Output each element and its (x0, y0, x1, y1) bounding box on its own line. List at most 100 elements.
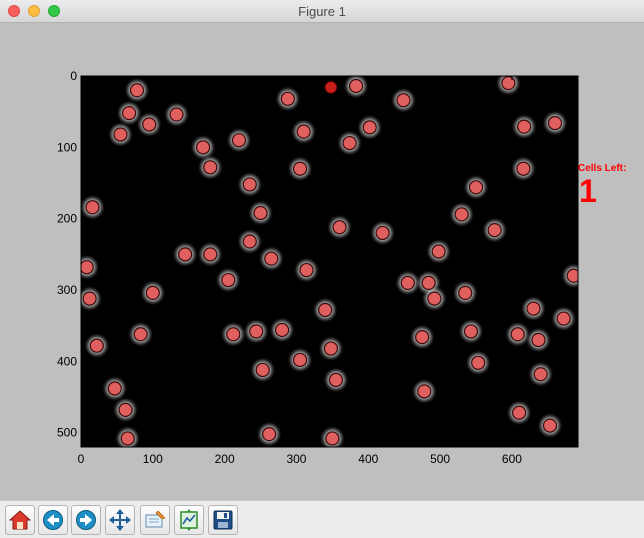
cell-marker[interactable] (85, 200, 100, 215)
cell-marker[interactable] (118, 402, 133, 417)
cell-marker[interactable] (362, 120, 377, 135)
cell-marker[interactable] (526, 301, 541, 316)
cell-marker[interactable] (510, 327, 525, 342)
cell-marker[interactable] (431, 244, 446, 259)
cell-marker[interactable] (145, 285, 160, 300)
cell-marker[interactable] (178, 247, 193, 262)
navigation-toolbar (0, 500, 644, 538)
save-disk-icon (213, 510, 233, 530)
axes-frame (80, 75, 579, 448)
x-tick-label: 200 (215, 452, 235, 466)
cell-marker[interactable] (556, 311, 571, 326)
cell-marker[interactable] (323, 341, 339, 356)
cell-marker[interactable] (203, 160, 218, 175)
y-tick-label: 500 (57, 426, 77, 440)
cell-marker[interactable] (427, 291, 442, 306)
minimize-window-button[interactable] (28, 5, 40, 17)
window-title: Figure 1 (298, 4, 346, 19)
cell-marker[interactable] (264, 251, 279, 266)
cell-marker[interactable] (531, 332, 546, 348)
cell-marker[interactable] (253, 205, 268, 221)
cell-marker[interactable] (396, 93, 411, 108)
cell-marker[interactable] (142, 117, 157, 132)
x-tick-label: 600 (502, 452, 522, 466)
cell-marker[interactable] (82, 291, 97, 306)
cell-marker[interactable] (122, 105, 137, 121)
y-tick-label: 300 (57, 283, 77, 297)
x-tick-label: 500 (430, 452, 450, 466)
cell-marker[interactable] (468, 180, 484, 195)
cell-marker[interactable] (203, 247, 218, 262)
close-window-button[interactable] (8, 5, 20, 17)
zoom-rect-icon (145, 510, 166, 528)
cell-marker[interactable] (292, 161, 308, 176)
cell-marker[interactable] (129, 83, 145, 98)
cell-marker[interactable] (501, 76, 516, 91)
cell-marker[interactable] (89, 338, 104, 353)
cell-marker[interactable] (332, 220, 347, 235)
cell-marker[interactable] (280, 91, 295, 106)
cell-marker[interactable] (512, 405, 527, 420)
cell-marker[interactable] (325, 431, 340, 446)
cell-marker[interactable] (421, 275, 436, 291)
configure-subplots-button[interactable] (174, 505, 204, 535)
cell-marker[interactable] (542, 418, 558, 433)
cell-marker[interactable] (80, 260, 94, 275)
cell-marker[interactable] (249, 324, 264, 339)
back-button[interactable] (38, 505, 68, 535)
cell-marker[interactable] (566, 268, 580, 283)
cell-marker[interactable] (417, 384, 432, 399)
cell-marker[interactable] (299, 262, 314, 278)
cell-marker[interactable] (517, 119, 532, 134)
y-tick-label: 100 (57, 140, 77, 154)
cell-marker[interactable] (533, 367, 548, 382)
cell-marker[interactable] (231, 133, 247, 148)
cell-marker[interactable] (242, 177, 257, 192)
scatter-plot: 0 100 200 300 400 500 600 0 100 200 300 400 500 Cel… (57, 69, 626, 466)
cell-marker[interactable] (226, 327, 241, 342)
cell-marker[interactable] (458, 285, 473, 300)
cell-marker[interactable] (274, 322, 290, 338)
cell-marker[interactable] (242, 234, 257, 249)
cell-marker[interactable] (107, 381, 122, 396)
cell-marker[interactable] (463, 324, 479, 339)
cell-marker[interactable] (262, 427, 277, 442)
figure-canvas: 0 100 200 300 400 500 600 0 100 200 300 400 500 Cel… (0, 23, 644, 500)
cell-marker[interactable] (348, 78, 364, 94)
cell-marker[interactable] (169, 107, 184, 122)
highlighted-cell-marker[interactable] (324, 80, 338, 94)
cell-marker[interactable] (516, 161, 531, 176)
cell-marker[interactable] (375, 225, 390, 241)
cells-left-label: Cells Left: (578, 163, 626, 174)
pan-button[interactable] (105, 505, 135, 535)
cell-marker[interactable] (221, 272, 236, 288)
cell-marker[interactable] (120, 431, 135, 446)
cell-marker[interactable] (547, 115, 563, 131)
cell-marker[interactable] (255, 362, 270, 378)
forward-button[interactable] (71, 505, 101, 535)
cell-marker[interactable] (342, 135, 357, 151)
x-tick-label: 0 (78, 452, 85, 466)
x-tick-label: 400 (358, 452, 378, 466)
cell-marker[interactable] (292, 352, 308, 368)
cell-marker[interactable] (400, 275, 415, 291)
cell-marker[interactable] (415, 330, 430, 345)
cell-marker[interactable] (318, 302, 333, 318)
cell-marker[interactable] (195, 140, 211, 155)
maximize-window-button[interactable] (48, 5, 60, 17)
x-tick-label: 300 (286, 452, 306, 466)
cell-marker[interactable] (113, 127, 128, 142)
cell-marker[interactable] (454, 207, 469, 222)
cell-marker[interactable] (487, 223, 502, 238)
pan-arrows-icon (109, 509, 131, 531)
save-button[interactable] (208, 505, 238, 535)
zoom-button[interactable] (140, 505, 170, 535)
cell-marker[interactable] (133, 327, 148, 342)
x-tick-label: 100 (143, 452, 163, 466)
y-tick-label: 0 (70, 69, 77, 83)
cell-marker[interactable] (328, 372, 344, 388)
cell-marker[interactable] (471, 355, 486, 370)
home-button[interactable] (5, 505, 35, 535)
cell-marker[interactable] (296, 124, 311, 139)
